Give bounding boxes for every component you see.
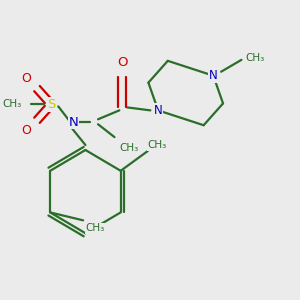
Text: O: O — [21, 72, 31, 85]
Text: CH₃: CH₃ — [245, 53, 265, 63]
Text: S: S — [47, 98, 56, 111]
Text: N: N — [209, 69, 218, 82]
Text: O: O — [117, 56, 128, 69]
Text: CH₃: CH₃ — [119, 143, 139, 153]
Text: CH₃: CH₃ — [85, 223, 104, 233]
Text: N: N — [69, 116, 79, 129]
Text: N: N — [154, 104, 163, 117]
Text: CH₃: CH₃ — [2, 99, 21, 110]
Text: O: O — [21, 124, 31, 137]
Text: CH₃: CH₃ — [148, 140, 167, 150]
